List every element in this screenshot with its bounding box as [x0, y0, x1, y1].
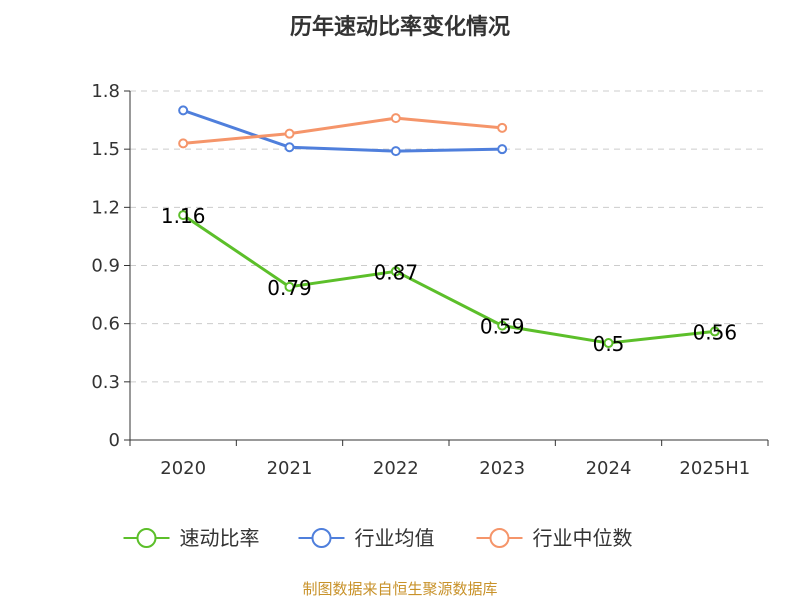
legend-item[interactable]: 速动比率 — [123, 526, 260, 550]
x-tick-label: 2023 — [479, 458, 525, 479]
data-point[interactable] — [390, 146, 401, 157]
legend-marker-icon — [136, 528, 157, 548]
y-tick-label: 0.3 — [91, 372, 120, 393]
data-point[interactable] — [178, 105, 189, 116]
grid-lines — [130, 90, 768, 383]
data-label: 0.87 — [374, 260, 419, 284]
data-point[interactable] — [178, 210, 189, 221]
series-line — [181, 116, 504, 145]
legend-marker-icon — [489, 528, 510, 548]
source-note: 制图数据来自恒生聚源数据库 — [302, 580, 497, 598]
series-lines — [178, 105, 720, 349]
data-point[interactable] — [178, 138, 189, 149]
chart-title: 历年速动比率变化情况 — [290, 14, 510, 40]
legend[interactable]: 速动比率 行业均值 行业中位数 — [123, 526, 633, 550]
data-point[interactable] — [284, 128, 295, 139]
x-tick-label: 2021 — [267, 458, 313, 479]
y-tick-label: 0.9 — [91, 256, 120, 277]
data-point[interactable] — [603, 338, 614, 349]
data-point[interactable] — [709, 326, 720, 337]
y-tick-label: 1.8 — [91, 81, 120, 102]
data-label: 0.59 — [480, 315, 525, 339]
data-labels: 1.16 0.79 0.87 0.59 0.5 0.56 — [161, 204, 737, 356]
data-label: 1.16 — [161, 204, 206, 228]
data-point[interactable] — [390, 113, 401, 124]
data-point[interactable] — [497, 144, 508, 155]
data-label: 0.56 — [693, 320, 738, 344]
series-line — [181, 213, 717, 345]
axes: 0 0.3 0.6 0.9 1.2 1.5 1.8 2020 2021 2022 2023 2024 2… — [91, 81, 769, 479]
legend-item[interactable]: 行业中位数 — [476, 526, 633, 550]
legend-label: 行业均值 — [355, 526, 435, 550]
legend-label: 速动比率 — [180, 526, 260, 550]
legend-marker-icon — [311, 528, 332, 548]
x-tick-label: 2022 — [373, 458, 419, 479]
x-tick-label: 2025H1 — [679, 458, 750, 479]
y-tick-label: 0 — [109, 430, 120, 451]
legend-item[interactable]: 行业均值 — [298, 526, 435, 550]
data-point[interactable] — [390, 266, 401, 277]
data-point[interactable] — [284, 142, 295, 153]
x-tick-label: 2024 — [586, 458, 632, 479]
data-label: 0.79 — [267, 276, 312, 300]
data-point[interactable] — [497, 320, 508, 331]
y-tick-label: 1.5 — [91, 139, 120, 160]
legend-label: 行业中位数 — [533, 526, 633, 550]
data-point[interactable] — [497, 122, 508, 133]
x-tick-label: 2020 — [160, 458, 206, 479]
y-tick-label: 1.2 — [91, 197, 120, 218]
data-point[interactable] — [284, 281, 295, 292]
series-line — [181, 108, 504, 153]
y-tick-label: 0.6 — [91, 314, 120, 335]
data-label: 0.5 — [593, 332, 625, 356]
